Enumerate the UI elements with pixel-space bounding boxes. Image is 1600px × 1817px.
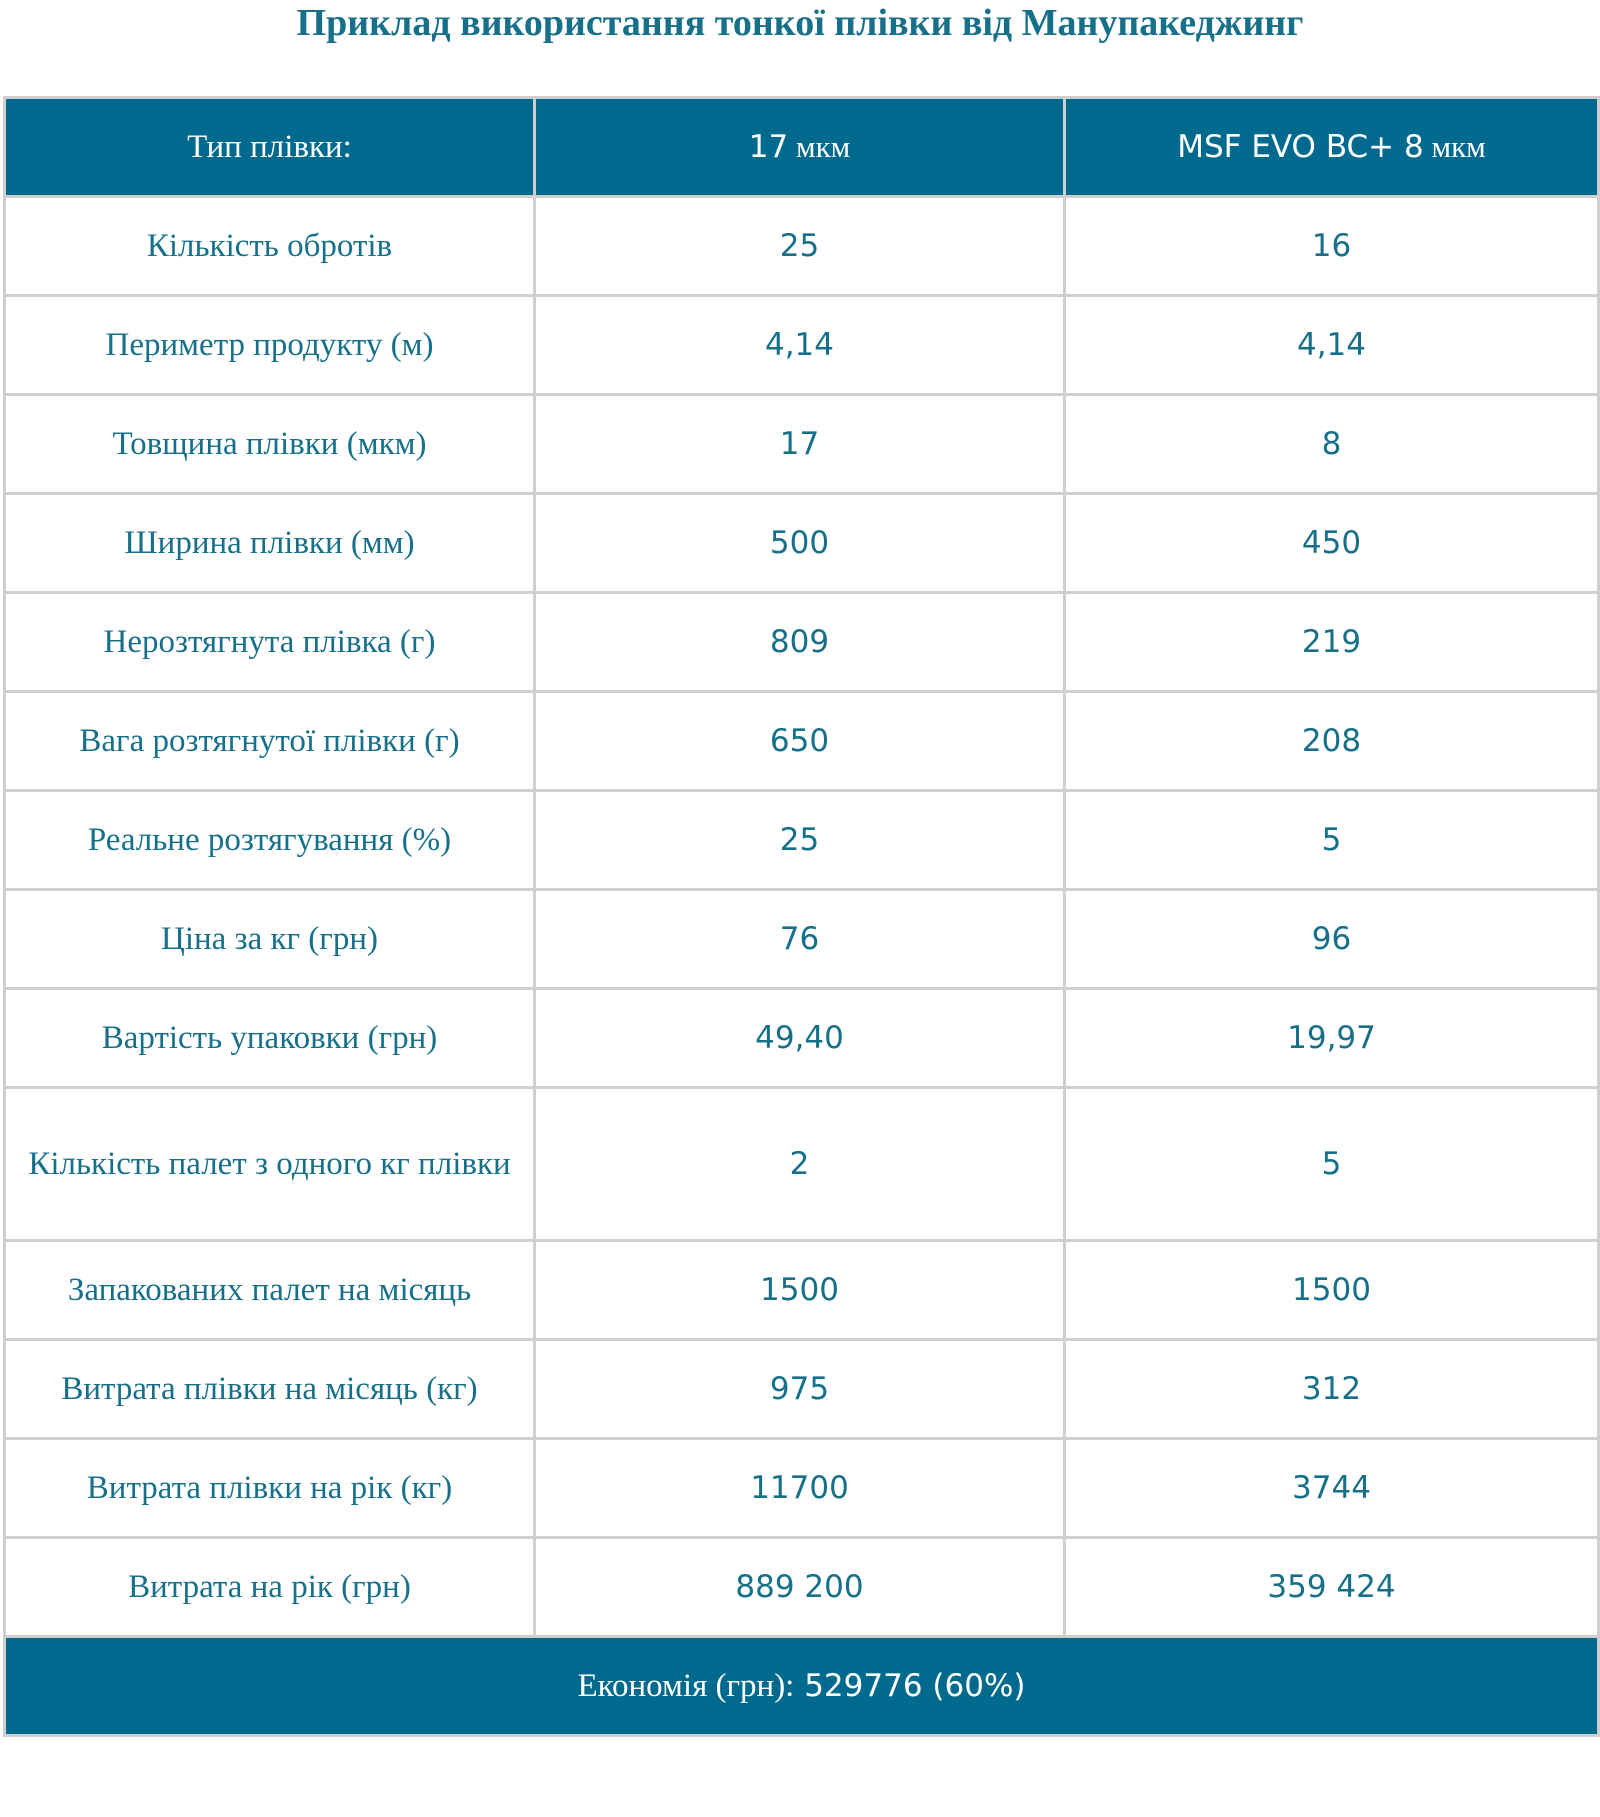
row-value-17mkm: 650	[533, 690, 1066, 792]
row-value-msf-evo: 4,14	[1063, 294, 1600, 396]
row-value-17mkm: 49,40	[533, 987, 1066, 1089]
table-row: Периметр продукту (м) 4,14 4,14	[3, 294, 1600, 396]
row-value-msf-evo: 8	[1063, 393, 1600, 495]
table-row: Ширина плівки (мм) 500 450	[3, 492, 1600, 594]
header-column-msf-evo: MSF EVO BC+ 8 мкм	[1063, 96, 1600, 198]
row-value-17mkm: 1500	[533, 1239, 1066, 1341]
table-row: Вага розтягнутої плівки (г) 650 208	[3, 690, 1600, 792]
table-row: Товщина плівки (мкм) 17 8	[3, 393, 1600, 495]
header-film-type-label: Тип плівки:	[3, 96, 536, 198]
row-label: Вартість упаковки (грн)	[3, 987, 536, 1089]
row-value-msf-evo: 1500	[1063, 1239, 1600, 1341]
row-value-17mkm: 809	[533, 591, 1066, 693]
table-row: Запакованих палет на місяць 1500 1500	[3, 1239, 1600, 1341]
comparison-table: Тип плівки: 17 мкм MSF EVO BC+ 8 мкм Кіл…	[3, 96, 1600, 1737]
table-row: Витрата на рік (грн) 889 200 359 424	[3, 1536, 1600, 1638]
table-row: Вартість упаковки (грн) 49,40 19,97	[3, 987, 1600, 1089]
row-value-17mkm: 25	[533, 195, 1066, 297]
row-label: Кількість палет з одного кг плівки	[3, 1086, 536, 1242]
table-row: Витрата плівки на рік (кг) 11700 3744	[3, 1437, 1600, 1539]
row-value-msf-evo: 208	[1063, 690, 1600, 792]
row-value-msf-evo: 19,97	[1063, 987, 1600, 1089]
row-label: Ширина плівки (мм)	[3, 492, 536, 594]
header-column-17mkm-value: 17	[748, 129, 789, 165]
row-value-msf-evo: 450	[1063, 492, 1600, 594]
page-title: Приклад використання тонкої плівки від М…	[296, 2, 1304, 44]
row-value-msf-evo: 219	[1063, 591, 1600, 693]
row-label: Товщина плівки (мкм)	[3, 393, 536, 495]
table-footer-row: Економія (грн): 529776 (60%)	[3, 1635, 1600, 1737]
table-row: Витрата плівки на місяць (кг) 975 312	[3, 1338, 1600, 1440]
row-value-msf-evo: 5	[1063, 1086, 1600, 1242]
header-column-17mkm-unit: мкм	[788, 129, 851, 164]
row-label: Витрата на рік (грн)	[3, 1536, 536, 1638]
row-value-17mkm: 975	[533, 1338, 1066, 1440]
header-column-msf-evo-value: MSF EVO BC+ 8	[1177, 129, 1424, 165]
table-row: Нерозтягнута плівка (г) 809 219	[3, 591, 1600, 693]
savings-label: Економія (грн):	[577, 1667, 795, 1704]
row-value-17mkm: 889 200	[533, 1536, 1066, 1638]
table-row: Реальне розтягування (%) 25 5	[3, 789, 1600, 891]
row-value-17mkm: 11700	[533, 1437, 1066, 1539]
row-label: Витрата плівки на місяць (кг)	[3, 1338, 536, 1440]
row-label: Реальне розтягування (%)	[3, 789, 536, 891]
table-header-row: Тип плівки: 17 мкм MSF EVO BC+ 8 мкм	[3, 96, 1600, 198]
row-label: Витрата плівки на рік (кг)	[3, 1437, 536, 1539]
row-value-17mkm: 500	[533, 492, 1066, 594]
row-value-msf-evo: 16	[1063, 195, 1600, 297]
row-value-msf-evo: 359 424	[1063, 1536, 1600, 1638]
header-column-msf-evo-unit: мкм	[1423, 129, 1486, 164]
row-value-17mkm: 4,14	[533, 294, 1066, 396]
row-value-17mkm: 25	[533, 789, 1066, 891]
header-column-17mkm: 17 мкм	[533, 96, 1066, 198]
row-value-msf-evo: 312	[1063, 1338, 1600, 1440]
row-value-msf-evo: 3744	[1063, 1437, 1600, 1539]
table-row: Кількість обротів 25 16	[3, 195, 1600, 297]
row-value-msf-evo: 5	[1063, 789, 1600, 891]
row-value-17mkm: 17	[533, 393, 1066, 495]
table-row: Кількість палет з одного кг плівки 2 5	[3, 1086, 1600, 1242]
savings-value: 529776 (60%)	[794, 1667, 1026, 1704]
savings-summary: Економія (грн): 529776 (60%)	[3, 1635, 1600, 1737]
table-row: Ціна за кг (грн) 76 96	[3, 888, 1600, 990]
row-value-17mkm: 76	[533, 888, 1066, 990]
row-label: Нерозтягнута плівка (г)	[3, 591, 536, 693]
row-label: Кількість обротів	[3, 195, 536, 297]
row-label: Периметр продукту (м)	[3, 294, 536, 396]
row-label: Ціна за кг (грн)	[3, 888, 536, 990]
row-label: Запакованих палет на місяць	[3, 1239, 536, 1341]
row-value-17mkm: 2	[533, 1086, 1066, 1242]
row-label: Вага розтягнутої плівки (г)	[3, 690, 536, 792]
row-value-msf-evo: 96	[1063, 888, 1600, 990]
